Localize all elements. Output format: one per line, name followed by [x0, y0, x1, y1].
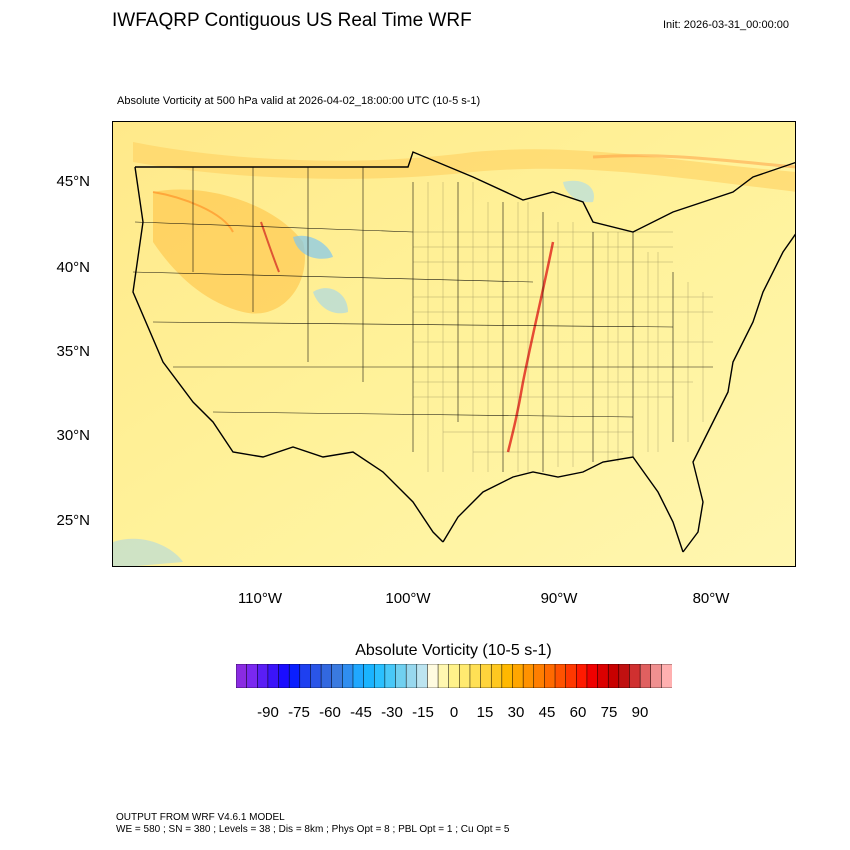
- colorbar-swatch: [512, 664, 524, 688]
- colorbar-swatch: [554, 664, 567, 688]
- footer-line: WE = 580 ; SN = 380 ; Levels = 38 ; Dis …: [116, 824, 510, 835]
- jet-core: [592, 154, 795, 169]
- colorbar-swatch: [533, 664, 545, 688]
- jet-band: [133, 142, 795, 192]
- negative-patch: [293, 235, 333, 259]
- colorbar-swatch: [416, 664, 428, 688]
- colorbar-swatch: [236, 664, 248, 688]
- colorbar-tick-label: -45: [350, 704, 372, 721]
- colorbar-swatch: [288, 664, 301, 688]
- colorbar-swatch: [405, 664, 418, 688]
- county-grid: [413, 182, 713, 472]
- colorbar-swatch: [459, 664, 471, 688]
- lat-label: 30°N: [56, 427, 90, 444]
- colorbar-swatch: [448, 664, 460, 688]
- colorbar-swatch: [597, 664, 609, 688]
- plot-subtitle: Absolute Vorticity at 500 hPa valid at 2…: [117, 95, 481, 107]
- colorbar-swatch: [384, 664, 397, 688]
- lon-label: 90°W: [540, 590, 578, 607]
- colorbar-tick-label: 30: [507, 704, 525, 721]
- lat-label: 25°N: [56, 512, 90, 529]
- colorbar-swatch: [246, 664, 258, 688]
- colorbar-swatch: [650, 664, 662, 688]
- init-time: Init: 2026-03-31_00:00:00: [663, 19, 789, 31]
- colorbar-swatch: [373, 664, 386, 688]
- colorbar-swatch: [331, 664, 343, 688]
- colorbar-swatch: [522, 664, 535, 688]
- colorbar-swatch: [544, 664, 556, 688]
- colorbar-swatch: [629, 664, 641, 688]
- colorbar-tick-label: -75: [288, 704, 310, 721]
- colorbar-swatch: [299, 664, 311, 688]
- colorbar-tick-label: 75: [600, 704, 618, 721]
- figure-title: IWFAQRP Contiguous US Real Time WRF: [112, 10, 472, 31]
- western-max: [153, 189, 305, 314]
- colorbar-swatch: [267, 664, 280, 688]
- colorbar-swatch: [352, 664, 365, 688]
- colorbar: [236, 664, 672, 688]
- colorbar-tick-label: -30: [381, 704, 403, 721]
- colorbar-swatch: [501, 664, 514, 688]
- colorbar-title: Absolute Vorticity (10-5 s-1): [355, 642, 552, 659]
- colorbar-tick-label: -15: [412, 704, 434, 721]
- colorbar-swatch: [437, 664, 450, 688]
- colorbar-swatch: [565, 664, 577, 688]
- colorbar-swatch: [661, 664, 672, 688]
- colorbar-swatch: [576, 664, 588, 688]
- colorbar-swatch: [490, 664, 503, 688]
- lat-label: 35°N: [56, 343, 90, 360]
- colorbar-swatch: [395, 664, 407, 688]
- colorbar-swatch: [618, 664, 631, 688]
- colorbar-swatch: [480, 664, 492, 688]
- lon-label: 110°W: [237, 590, 283, 607]
- colorbar-swatch: [607, 664, 620, 688]
- colorbar-tick-label: 90: [631, 704, 649, 721]
- vorticity-map: [112, 121, 796, 567]
- colorbar-tick-label: 0: [449, 704, 459, 721]
- colorbar-swatch: [639, 664, 652, 688]
- colorbar-tick-label: 15: [476, 704, 494, 721]
- colorbar-swatch: [342, 664, 354, 688]
- colorbar-swatch: [310, 664, 322, 688]
- us-outline: [132, 151, 795, 553]
- footer-line: OUTPUT FROM WRF V4.6.1 MODEL: [116, 812, 285, 823]
- colorbar-tick-label: -60: [319, 704, 341, 721]
- colorbar-swatch: [278, 664, 290, 688]
- colorbar-swatch: [586, 664, 599, 688]
- colorbar-swatch: [363, 664, 375, 688]
- lat-label: 45°N: [56, 173, 90, 190]
- model-footer: OUTPUT FROM WRF V4.6.1 MODEL WE = 580 ; …: [116, 812, 509, 836]
- lat-label: 40°N: [56, 259, 90, 276]
- lon-label: 80°W: [692, 590, 730, 607]
- colorbar-tick-label: -90: [257, 704, 279, 721]
- colorbar-swatch: [257, 664, 269, 688]
- colorbar-tick-label: 45: [538, 704, 556, 721]
- frontal-streak: [506, 241, 555, 453]
- map-background: [113, 122, 795, 566]
- colorbar-tick-label: 60: [569, 704, 587, 721]
- map-canvas: [113, 122, 795, 566]
- colorbar-swatch: [427, 664, 439, 688]
- colorbar-swatch: [320, 664, 333, 688]
- colorbar-swatch: [469, 664, 482, 688]
- lon-label: 100°W: [385, 590, 431, 607]
